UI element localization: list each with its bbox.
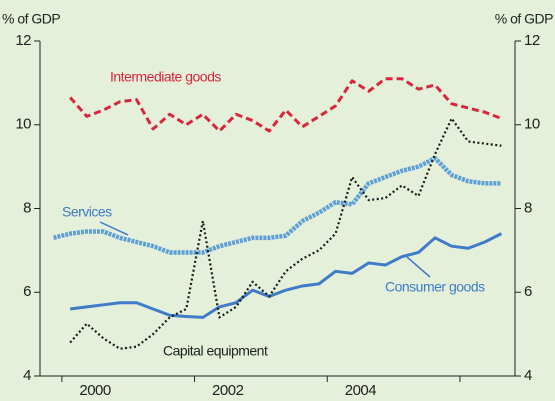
y-tick-label: 4 [23, 367, 31, 384]
line-series [69, 117, 502, 350]
y-axis-label: % of GDP [2, 11, 60, 27]
y2-axis-label: % of GDP [495, 11, 553, 27]
y-tick-label: 12 [15, 32, 31, 49]
y-tick-label: 10 [15, 116, 31, 133]
series-label: Intermediate goods [110, 69, 221, 85]
x-tick-label: 2002 [212, 382, 244, 399]
y-tick-label: 8 [23, 199, 31, 216]
leader-line [406, 256, 431, 278]
y2-tick-label: 10 [524, 116, 540, 133]
series-label: Capital equipment [163, 343, 268, 359]
series-label: Services [62, 204, 112, 220]
series-label: Consumer goods [385, 279, 485, 295]
y2-tick-label: 4 [524, 367, 532, 384]
line-series [69, 77, 502, 133]
leader-line [99, 221, 129, 236]
x-tick-label: 2000 [79, 382, 111, 399]
y2-tick-label: 6 [524, 283, 532, 300]
y2-tick-label: 8 [524, 199, 532, 216]
x-tick-label: 2004 [345, 382, 377, 399]
y2-tick-label: 12 [524, 32, 540, 49]
y-tick-label: 6 [23, 283, 31, 300]
line-series [53, 156, 502, 255]
line-series [69, 232, 503, 319]
